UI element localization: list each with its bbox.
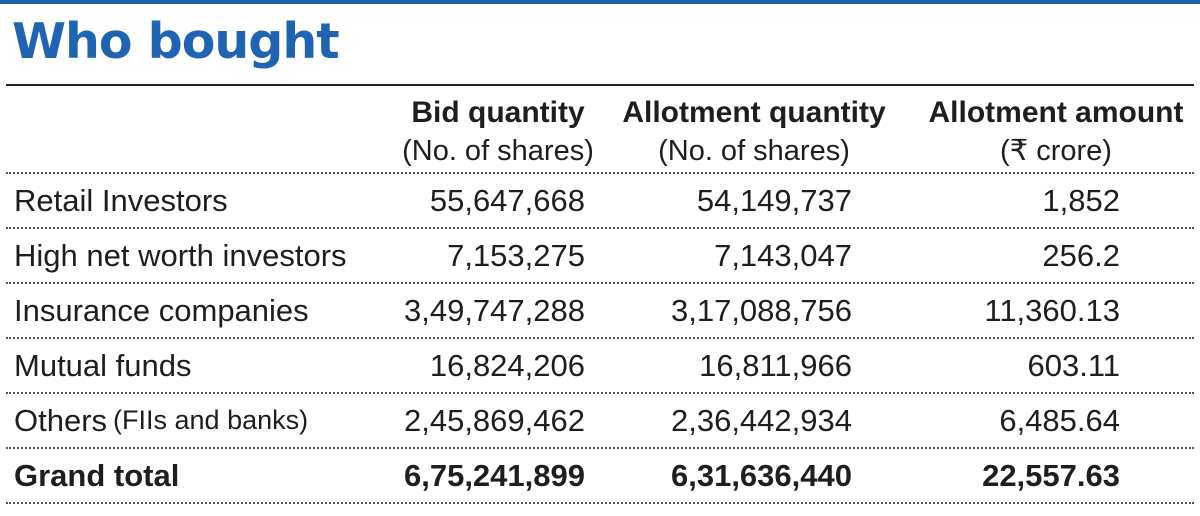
row-label: Insurance companies [14,292,309,328]
bid-quantity-cell: 3,49,747,288 [403,292,585,328]
allotment-amount-cell: 256.2 [1042,237,1120,273]
row-label: Others [14,402,108,438]
top-rule [0,0,1200,4]
table-title: Who bought [12,13,340,70]
row-label-note: (FIIs and banks) [113,405,309,435]
row-label: Mutual funds [14,347,192,383]
row-label: High net worth investors [14,237,347,273]
allotment-quantity-cell: 54,149,737 [696,182,852,218]
allotment-amount-cell: 603.11 [1027,347,1120,383]
grand-total-row: Grand total 6,75,241,899 6,31,636,440 22… [6,449,1194,504]
table-row: Retail Investors 55,647,668 54,149,737 1… [6,174,1194,229]
allotment-quantity-cell: 7,143,047 [714,237,852,273]
table-row: Mutual funds 16,824,206 16,811,966 603.1… [6,339,1194,394]
table-row: Others (FIIs and banks) 2,45,869,462 2,3… [6,394,1194,449]
table-row: High net worth investors 7,153,275 7,143… [6,229,1194,284]
column-subtitle: (₹ crore) [1000,135,1112,167]
allotment-amount-cell: 6,485.64 [999,402,1120,438]
grand-total-allotment-amount: 22,557.63 [982,457,1120,493]
table-header-row: Bid quantity (No. of shares) Allotment q… [6,86,1194,174]
column-header-allotment-amount: Allotment amount (₹ crore) [916,94,1196,170]
allotment-amount-cell: 11,360.13 [984,292,1120,328]
column-header-bid-quantity: Bid quantity (No. of shares) [388,94,608,170]
grand-total-label: Grand total [14,457,180,493]
header-rule [6,84,1194,86]
column-header-allotment-quantity: Allotment quantity (No. of shares) [618,94,890,170]
column-subtitle: (No. of shares) [658,135,850,167]
allotment-table: Bid quantity (No. of shares) Allotment q… [0,84,1200,504]
bid-quantity-cell: 16,824,206 [429,347,585,383]
column-title: Allotment amount [928,96,1184,129]
grand-total-allotment-quantity: 6,31,636,440 [670,457,852,493]
allotment-amount-cell: 1,852 [1042,182,1120,218]
grand-total-bid-quantity: 6,75,241,899 [403,457,585,493]
row-label: Retail Investors [14,182,228,218]
table-row: Insurance companies 3,49,747,288 3,17,08… [6,284,1194,339]
column-title: Bid quantity [411,96,585,129]
allotment-quantity-cell: 3,17,088,756 [670,292,852,328]
column-subtitle: (No. of shares) [402,135,594,167]
row-label-group: Others (FIIs and banks) [14,394,308,447]
allotment-quantity-cell: 16,811,966 [699,347,852,383]
bid-quantity-cell: 2,45,869,462 [403,402,585,438]
column-title: Allotment quantity [622,96,886,129]
bid-quantity-cell: 7,153,275 [447,237,585,273]
allotment-quantity-cell: 2,36,442,934 [670,402,852,438]
bid-quantity-cell: 55,647,668 [429,182,585,218]
